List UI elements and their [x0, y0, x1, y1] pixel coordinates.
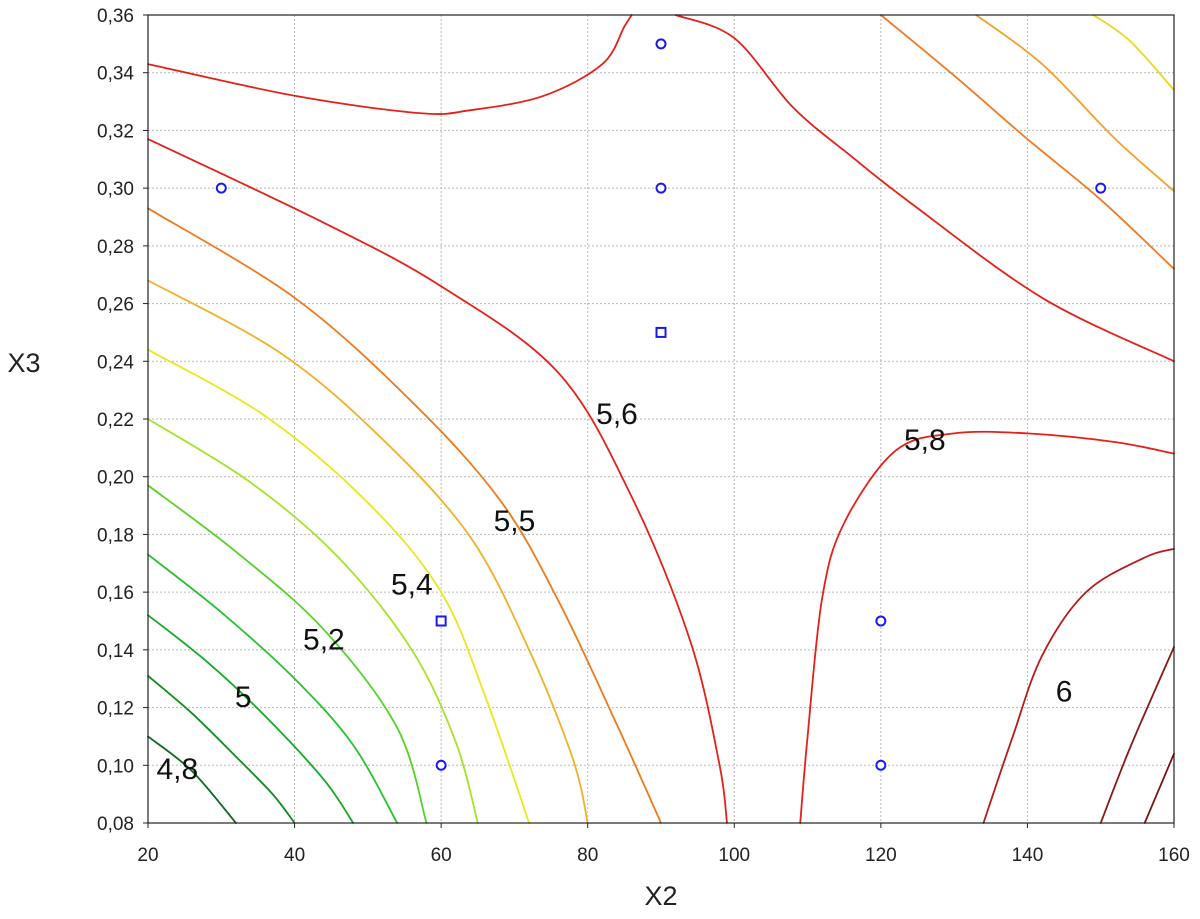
contour-line	[147, 279, 589, 824]
y-axis-ticks: 0,08 0,10 0,12 0,14 0,16 0,18 0,20 0,22 0,24 0,26…	[97, 6, 148, 835]
y-axis-title: X3	[7, 348, 40, 378]
design-point-circle	[215, 182, 227, 194]
x-tick-label: 20	[137, 845, 158, 866]
y-tick-label: 0,32	[97, 121, 134, 142]
y-tick-label: 0,08	[97, 814, 134, 835]
y-tick-label: 0,18	[97, 525, 134, 546]
x-axis-title: X2	[644, 881, 677, 911]
contour-lines	[147, 14, 1175, 824]
contour-line	[147, 553, 399, 824]
x-tick-label: 120	[865, 845, 897, 866]
y-tick-label: 0,24	[97, 352, 134, 373]
x-tick-label: 40	[284, 845, 305, 866]
design-point-circle	[1095, 182, 1107, 194]
design-point-square	[655, 326, 667, 338]
y-tick-label: 0,28	[97, 237, 134, 258]
contour-line	[1143, 752, 1175, 824]
x-tick-label: 100	[718, 845, 750, 866]
contour-level-label: 5	[235, 681, 252, 714]
y-tick-label: 0,20	[97, 468, 134, 489]
contour-line	[674, 14, 1175, 363]
contour-labels: 4,8 5 5,2 5,4 5,5 5,6 5,8 6	[156, 398, 1072, 786]
contour-line	[799, 430, 1175, 824]
x-axis-ticks: 20 40 60 80 100 120 140 160	[137, 823, 1190, 866]
contour-line	[147, 14, 633, 115]
x-tick-label: 80	[577, 845, 598, 866]
design-point-circle	[655, 38, 667, 50]
y-tick-label: 0,34	[97, 64, 134, 85]
contour-line	[147, 207, 662, 824]
contour-line	[147, 418, 479, 824]
contour-line	[1099, 646, 1175, 824]
contour-level-label: 5,8	[904, 424, 946, 457]
contour-level-label: 4,8	[156, 753, 198, 786]
y-tick-label: 0,14	[97, 641, 134, 662]
contour-line	[975, 14, 1175, 192]
contour-line	[147, 348, 530, 824]
y-tick-label: 0,22	[97, 410, 134, 431]
y-tick-label: 0,12	[97, 699, 134, 720]
contour-line	[147, 674, 296, 824]
design-point-circle	[435, 759, 447, 771]
contour-line	[880, 14, 1175, 270]
design-point-square	[435, 615, 447, 627]
y-tick-label: 0,36	[97, 6, 134, 27]
contour-level-label: 5,6	[596, 398, 638, 431]
contour-line	[147, 138, 728, 824]
x-tick-label: 140	[1012, 845, 1044, 866]
design-point-circle	[875, 615, 887, 627]
contour-level-label: 5,5	[494, 505, 536, 538]
contour-line	[147, 735, 237, 824]
design-points	[215, 38, 1107, 771]
grid-lines	[148, 15, 1174, 823]
y-tick-label: 0,16	[97, 583, 134, 604]
y-tick-label: 0,26	[97, 295, 134, 316]
x-tick-label: 60	[431, 845, 452, 866]
contour-level-label: 5,4	[391, 568, 433, 601]
contour-line	[1092, 14, 1175, 91]
y-tick-label: 0,30	[97, 179, 134, 200]
y-tick-label: 0,10	[97, 756, 134, 777]
contour-line	[147, 614, 355, 824]
x-tick-label: 160	[1158, 845, 1190, 866]
design-point-circle	[655, 182, 667, 194]
contour-level-label: 5,2	[303, 623, 345, 656]
contour-line	[147, 484, 428, 824]
design-point-circle	[875, 759, 887, 771]
contour-level-label: 6	[1056, 675, 1073, 708]
contour-line	[982, 548, 1175, 824]
